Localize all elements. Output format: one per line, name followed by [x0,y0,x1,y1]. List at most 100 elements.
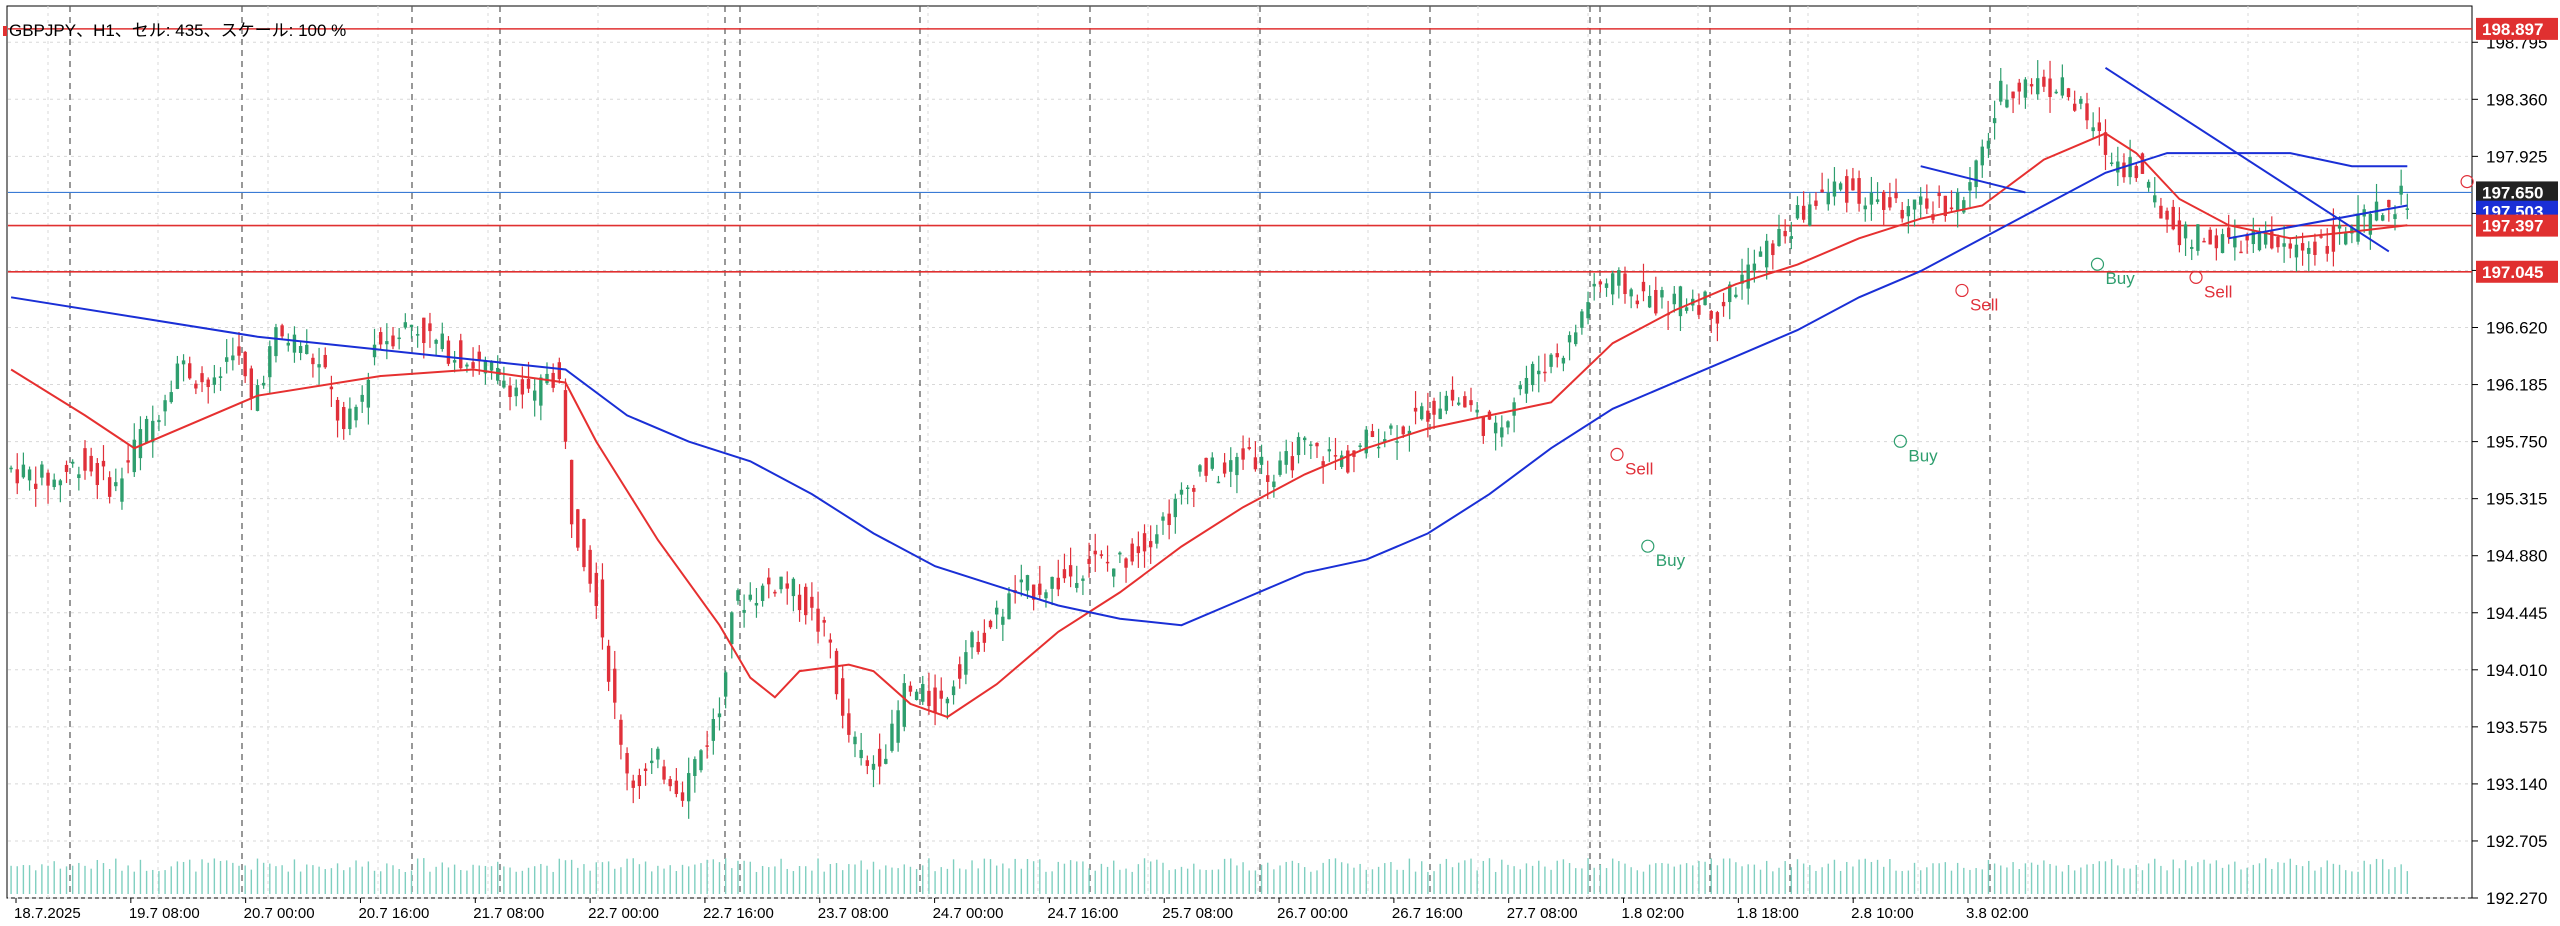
candle-body [385,341,389,345]
candle-body [1586,302,1590,319]
candle-body [1506,421,1510,428]
candle-body [785,583,789,589]
trade-annotation: Sell [2204,282,2232,301]
candle-body [2337,225,2342,229]
candle-body [1580,311,1584,328]
candle-body [1278,460,1282,475]
candle-body [1413,407,1418,412]
candle-body [748,594,752,600]
candle-body [1222,462,1227,474]
candle-body [502,380,506,388]
candle-body [101,460,106,467]
candle-body [2165,210,2169,220]
candle-body [255,385,260,411]
candle-body [2146,181,2151,188]
candle-body [1974,160,1978,188]
time-axis[interactable]: 18.7.2025 19.7 08:00 20.7 00:00 20.7 16:00 2… [14,898,2029,922]
candle-body [157,420,161,423]
candle-body [2066,88,2071,98]
candle-body [280,325,284,337]
candle-body [674,780,679,794]
candle-body [2270,231,2274,249]
candle-body [717,713,722,718]
candle-body [2054,91,2058,94]
candle-body [1142,533,1147,552]
candle-body [2109,162,2114,164]
candle-body [1882,191,1886,210]
candle-body [828,639,833,643]
x-tick-label: 1.8 02:00 [1622,905,1685,921]
candle-body [1758,251,1763,257]
ma-slow-line [10,152,2408,627]
candle-body [2097,122,2102,132]
candle-body [656,748,660,760]
trade-marker-icon [1641,539,1655,553]
candle-body [2116,161,2120,173]
candle-body [1401,426,1405,435]
candle-body [1136,546,1141,554]
candle-body [440,333,444,350]
candle-body [114,482,118,487]
y-tick-label: 196.620 [2486,319,2547,338]
candle-body [1561,357,1566,364]
candle-body [126,460,130,463]
candle-body [1321,461,1325,466]
candle-body [2344,231,2348,245]
candle-body [569,459,574,525]
candle-body [921,684,925,702]
candle-body [1081,578,1085,581]
trade-annotation: Sell [1625,459,1653,478]
candle-body [1943,195,1948,216]
candle-body [2128,157,2132,178]
candle-body [1955,192,1960,211]
candle-body [939,690,943,699]
candle-body [1721,301,1726,307]
candle-body [354,406,358,421]
horizontal-lines[interactable] [8,28,2472,273]
candle-body [1980,146,1984,166]
candle-body [163,400,167,412]
candle-body [2226,227,2231,238]
price-label: 197.045 [2482,263,2543,282]
candle-body [1253,457,1258,470]
candle-body [1339,455,1344,467]
candle-body [982,632,987,643]
candle-body [1986,140,1991,149]
candle-body [52,479,56,488]
candle-body [1962,200,1966,213]
candle-body [391,335,395,347]
candle-body [1598,281,1603,285]
candle-body [600,579,605,638]
candle-body [643,768,648,771]
candle-body [1007,593,1011,620]
candle-body [2140,153,2145,174]
candle-body [237,346,241,356]
candle-body [1395,441,1399,443]
candle-body [2276,236,2280,248]
candle-body [274,327,278,357]
candle-body [1432,400,1436,415]
candle-body [1530,363,1535,386]
candle-body [606,645,611,682]
trend-lines[interactable] [1920,66,2408,253]
candle-body [471,362,475,369]
grid [6,5,2473,899]
candle-body [859,749,863,759]
candle-body [46,472,50,486]
candle-body [884,758,888,764]
candle-body [1875,199,1880,202]
candle-body [526,378,531,389]
price-axis[interactable]: 198.795198.360197.925197.490197.055196.6… [3,17,2558,908]
candle-body [1315,442,1319,447]
candle-body [15,469,19,484]
candle-body [1259,456,1264,465]
candle-body [200,373,204,383]
candle-body [2091,127,2095,132]
candle-body [1925,198,1929,209]
candle-body [1056,577,1060,590]
candle-body [1795,205,1800,219]
candle-body [1820,189,1824,193]
candle-body [175,363,180,389]
